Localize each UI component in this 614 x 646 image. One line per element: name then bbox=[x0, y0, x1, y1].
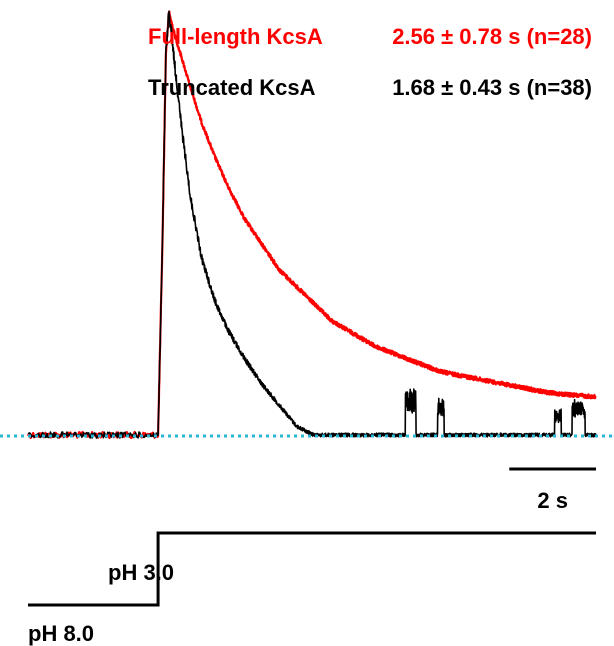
time-scale-bar-label: 2 s bbox=[537, 488, 568, 513]
ph-label-low-state: pH 8.0 bbox=[28, 621, 94, 646]
legend-stat-full-length: 2.56 ± 0.78 s (n=28) bbox=[392, 24, 592, 49]
legend-name-truncated: Truncated KcsA bbox=[148, 75, 316, 100]
legend-name-full-length: Full-length KcsA bbox=[148, 24, 323, 49]
ph-label-high-state: pH 3.0 bbox=[108, 560, 174, 585]
legend-stat-truncated: 1.68 ± 0.43 s (n=38) bbox=[392, 75, 592, 100]
ph-protocol-step-line bbox=[28, 531, 596, 607]
legend: Full-length KcsA 2.56 ± 0.78 s (n=28) Tr… bbox=[148, 24, 592, 100]
series-line-full-length bbox=[26, 10, 597, 440]
